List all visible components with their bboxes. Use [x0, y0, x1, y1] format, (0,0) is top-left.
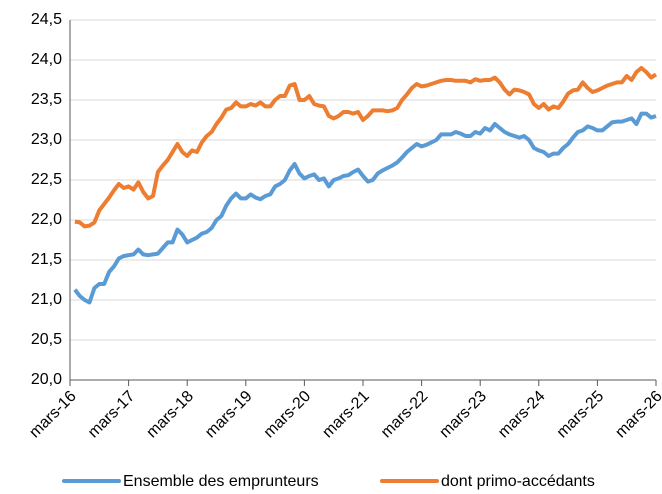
x-tick-label: mars-20 — [261, 388, 315, 442]
y-tick-label: 22,5 — [31, 171, 62, 188]
x-tick-label: mars-19 — [202, 388, 256, 442]
x-tick-label: mars-23 — [436, 388, 490, 442]
x-tick-label: mars-25 — [554, 388, 608, 442]
x-tick-label: mars-21 — [319, 388, 373, 442]
x-tick-label: mars-17 — [85, 388, 139, 442]
y-tick-label: 22,0 — [31, 211, 62, 228]
y-tick-label: 20,0 — [31, 371, 62, 388]
series-line — [74, 66, 658, 229]
y-tick-label: 20,5 — [31, 331, 62, 348]
y-tick-label: 21,0 — [31, 291, 62, 308]
x-tick-label: mars-16 — [26, 388, 80, 442]
x-tick-label: mars-24 — [495, 388, 549, 442]
series-line — [73, 111, 657, 305]
y-tick-label: 24,5 — [31, 11, 62, 28]
y-tick-label: 21,5 — [31, 251, 62, 268]
legend-label: dont primo-accédants — [441, 473, 595, 490]
y-tick-label: 23,5 — [31, 91, 62, 108]
legend-label: Ensemble des emprunteurs — [123, 473, 319, 490]
x-tick-label: mars-18 — [143, 388, 197, 442]
x-tick-label: mars-22 — [378, 388, 432, 442]
y-tick-label: 24,0 — [31, 51, 62, 68]
x-tick-label: mars-26 — [612, 388, 662, 442]
y-tick-label: 23,0 — [31, 131, 62, 148]
